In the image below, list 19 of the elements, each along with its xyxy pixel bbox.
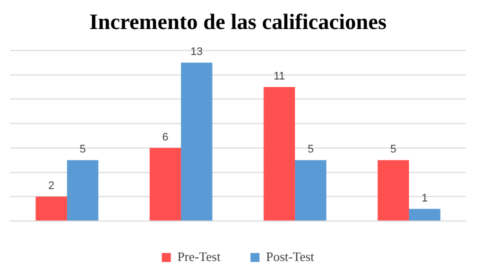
chart-title: Incremento de las calificaciones [89,8,388,34]
bar [67,160,98,220]
bar [295,160,326,220]
bar [264,86,295,220]
data-label: 5 [80,144,86,156]
data-label: 5 [390,144,396,156]
legend-label: Pre-Test [177,248,221,264]
bar [150,148,181,220]
data-label: 11 [274,70,286,82]
data-label: 6 [162,131,168,144]
legend-label: Post-Test [266,248,315,264]
bar [378,160,409,220]
data-label: 1 [422,192,428,204]
data-label: 13 [190,46,203,58]
data-label: 2 [48,180,54,192]
data-label: 5 [308,144,314,156]
bar [181,62,212,220]
bar [409,208,440,220]
bar [36,196,67,220]
